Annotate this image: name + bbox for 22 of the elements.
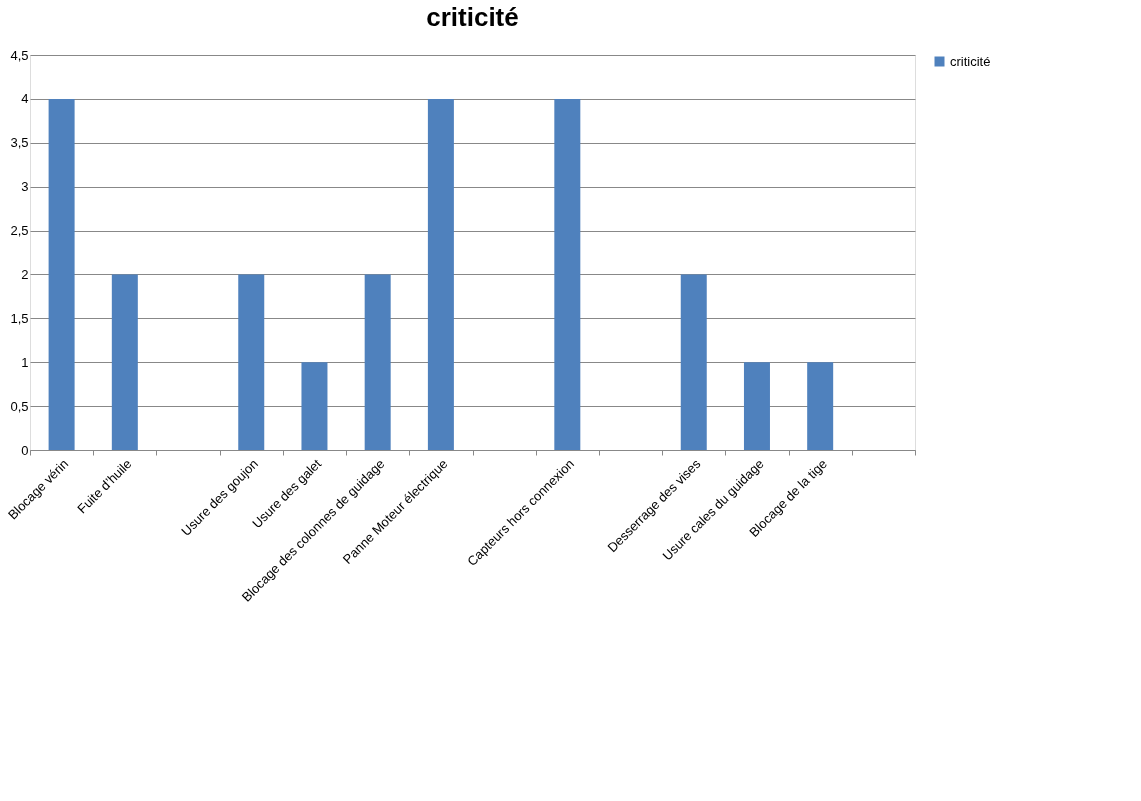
y-tick-label: 4 (21, 91, 29, 107)
bar (427, 98, 454, 450)
y-tick-label: 3,5 (10, 135, 29, 151)
bar (364, 274, 391, 450)
y-tick-label: 2,5 (10, 223, 29, 239)
bar (743, 362, 770, 450)
chart-title: criticité (426, 2, 519, 32)
legend-label: criticité (950, 53, 991, 69)
y-tick-label: 2 (21, 266, 29, 282)
y-tick-label: 3 (21, 179, 29, 195)
y-tick-label: 1 (21, 354, 29, 370)
y-tick-label: 1,5 (10, 310, 29, 326)
y-tick-label: 0,5 (10, 398, 29, 414)
bar (554, 98, 581, 450)
bar (238, 274, 265, 450)
bar (111, 274, 138, 450)
y-tick-label: 0 (21, 442, 29, 458)
bar (48, 98, 75, 450)
bar (301, 362, 328, 450)
bar (807, 362, 834, 450)
bar (680, 274, 707, 450)
y-tick-label: 4,5 (10, 47, 29, 63)
